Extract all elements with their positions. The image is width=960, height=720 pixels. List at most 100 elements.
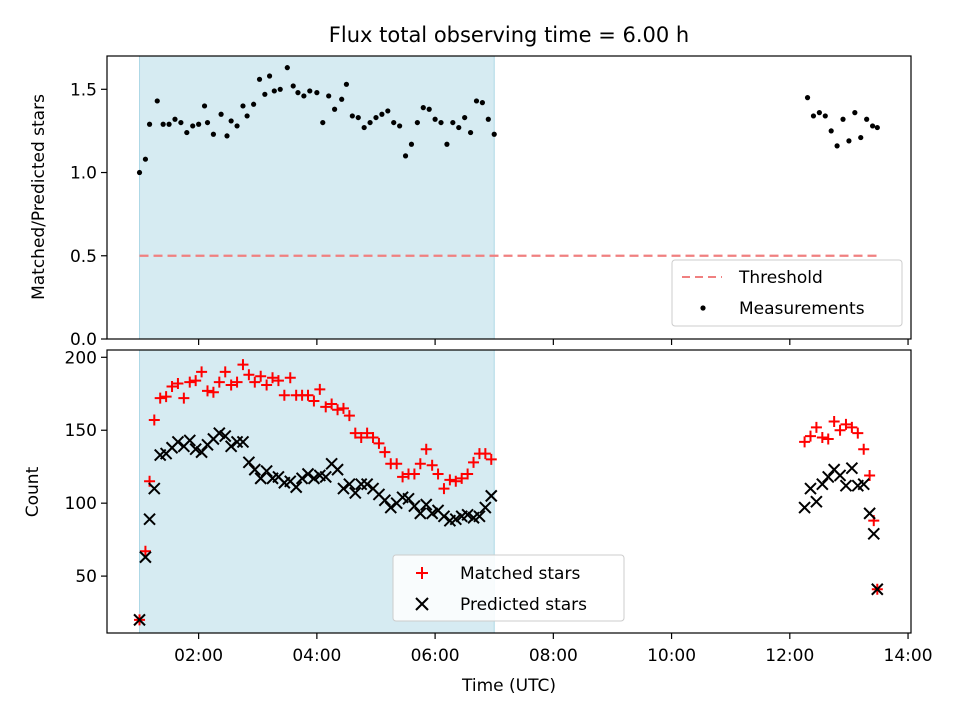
matched-stars-point xyxy=(834,424,846,436)
matched-stars-point xyxy=(426,459,438,471)
matched-stars-point xyxy=(314,383,326,395)
measurement-point xyxy=(271,88,277,94)
measurement-point xyxy=(397,123,403,129)
bot-ytick-label: 50 xyxy=(75,567,97,587)
matched-stars-point xyxy=(337,402,349,414)
matched-stars-point xyxy=(320,401,332,413)
predicted-stars-point xyxy=(857,477,870,491)
matched-stars-point xyxy=(349,427,361,439)
predicted-stars-point xyxy=(143,513,156,526)
measurement-point xyxy=(160,121,166,127)
measurement-point xyxy=(408,141,415,147)
measurement-point xyxy=(479,100,485,106)
measurement-point xyxy=(339,96,345,102)
measurement-point xyxy=(172,116,178,122)
matched-stars-point xyxy=(243,369,255,381)
measurement-point xyxy=(326,93,332,99)
matched-stars-point xyxy=(148,414,160,426)
measurement-point xyxy=(224,133,230,139)
xtick-label: 08:00 xyxy=(529,646,578,666)
predicted-stars-point xyxy=(420,498,433,511)
top-ytick-label: 0.0 xyxy=(70,330,97,350)
matched-stars-point xyxy=(272,375,284,387)
matched-stars-point xyxy=(213,376,225,388)
predicted-stars-point xyxy=(863,507,876,520)
predicted-stars-point xyxy=(307,472,321,485)
matched-stars-point xyxy=(379,446,391,458)
matched-stars-point xyxy=(225,379,237,391)
measurement-point xyxy=(432,116,438,122)
measurement-point xyxy=(251,101,257,107)
matched-stars-point xyxy=(816,432,828,444)
measurement-point xyxy=(391,119,397,126)
matched-stars-point xyxy=(355,432,367,444)
matched-stars-point xyxy=(485,453,497,465)
matched-stars-point xyxy=(858,443,870,455)
predicted-stars-point xyxy=(224,440,238,453)
matched-stars-point xyxy=(302,389,314,401)
matched-stars-point xyxy=(178,392,190,404)
measurement-point xyxy=(834,143,840,149)
measurement-point xyxy=(290,83,296,89)
predicted-stars-point xyxy=(133,613,146,627)
bot-ytick-label: 100 xyxy=(65,494,97,514)
predicted-stars-point xyxy=(343,477,356,491)
matched-stars-point xyxy=(408,468,420,480)
bottom-panel: 50 100 150 200 02:00 04:00 06:00 08:00 10:00 12:… xyxy=(23,348,933,696)
measurement-point xyxy=(295,90,301,96)
matched-stars-point xyxy=(202,385,213,397)
measurement-point xyxy=(444,141,450,147)
bottom-legend-box xyxy=(392,554,625,622)
predicted-stars-point xyxy=(414,507,427,520)
top-legend-measurements-label: Measurements xyxy=(739,299,865,319)
measurement-point xyxy=(858,134,864,141)
predicted-stars-point xyxy=(236,435,250,449)
predicted-stars-point xyxy=(189,442,202,456)
matched-stars-point xyxy=(456,472,468,484)
matched-stars-point xyxy=(326,398,338,410)
measurement-point xyxy=(343,81,350,87)
matched-stars-point xyxy=(420,443,432,455)
top-panel: 0.0 0.5 1.0 1.5 Matched/Predicted stars Thr… xyxy=(29,55,912,350)
measurement-point xyxy=(277,86,283,92)
matched-stars-point xyxy=(822,433,834,445)
bot-ytick-label: 200 xyxy=(65,348,97,368)
measurement-point xyxy=(201,103,208,109)
measurement-point xyxy=(190,123,196,129)
measurement-point xyxy=(228,118,234,124)
predicted-stars-point xyxy=(485,489,498,503)
top-ytick-label: 1.5 xyxy=(70,80,97,100)
predicted-stars-point xyxy=(833,469,847,482)
matched-stars-point xyxy=(810,421,822,433)
matched-stars-point xyxy=(332,404,344,416)
bottom-legend: Matched stars Predicted stars xyxy=(392,554,625,622)
predicted-stars-point xyxy=(810,495,823,508)
measurement-point xyxy=(166,121,172,127)
top-observing-window xyxy=(139,55,495,340)
matched-stars-point xyxy=(840,418,852,430)
predicted-stars-point xyxy=(248,463,262,476)
matched-stars-point xyxy=(438,483,450,495)
top-legend-measurements-swatch xyxy=(700,305,706,311)
matched-stars-point xyxy=(846,421,858,433)
measurement-point xyxy=(184,129,190,136)
predicted-stars-point xyxy=(230,435,244,449)
xtick-label: 12:00 xyxy=(765,646,814,666)
bottom-axes-frame xyxy=(106,349,912,634)
predicted-stars-point xyxy=(867,527,880,541)
matched-stars-point xyxy=(828,415,840,427)
measurement-point xyxy=(846,138,852,144)
matched-stars-point xyxy=(284,372,296,384)
matched-stars-point xyxy=(462,468,474,480)
predicted-stars-point xyxy=(360,477,374,491)
xtick-label: 10:00 xyxy=(647,646,696,666)
matched-stars-point xyxy=(190,375,202,387)
measurement-point xyxy=(142,156,149,162)
measurement-point xyxy=(385,108,391,114)
predicted-stars-point xyxy=(319,470,332,484)
measurement-point xyxy=(810,113,817,119)
xtick-label: 02:00 xyxy=(174,646,223,666)
measurement-point xyxy=(266,73,273,79)
predicted-stars-point xyxy=(437,510,451,523)
measurement-point xyxy=(456,124,462,131)
